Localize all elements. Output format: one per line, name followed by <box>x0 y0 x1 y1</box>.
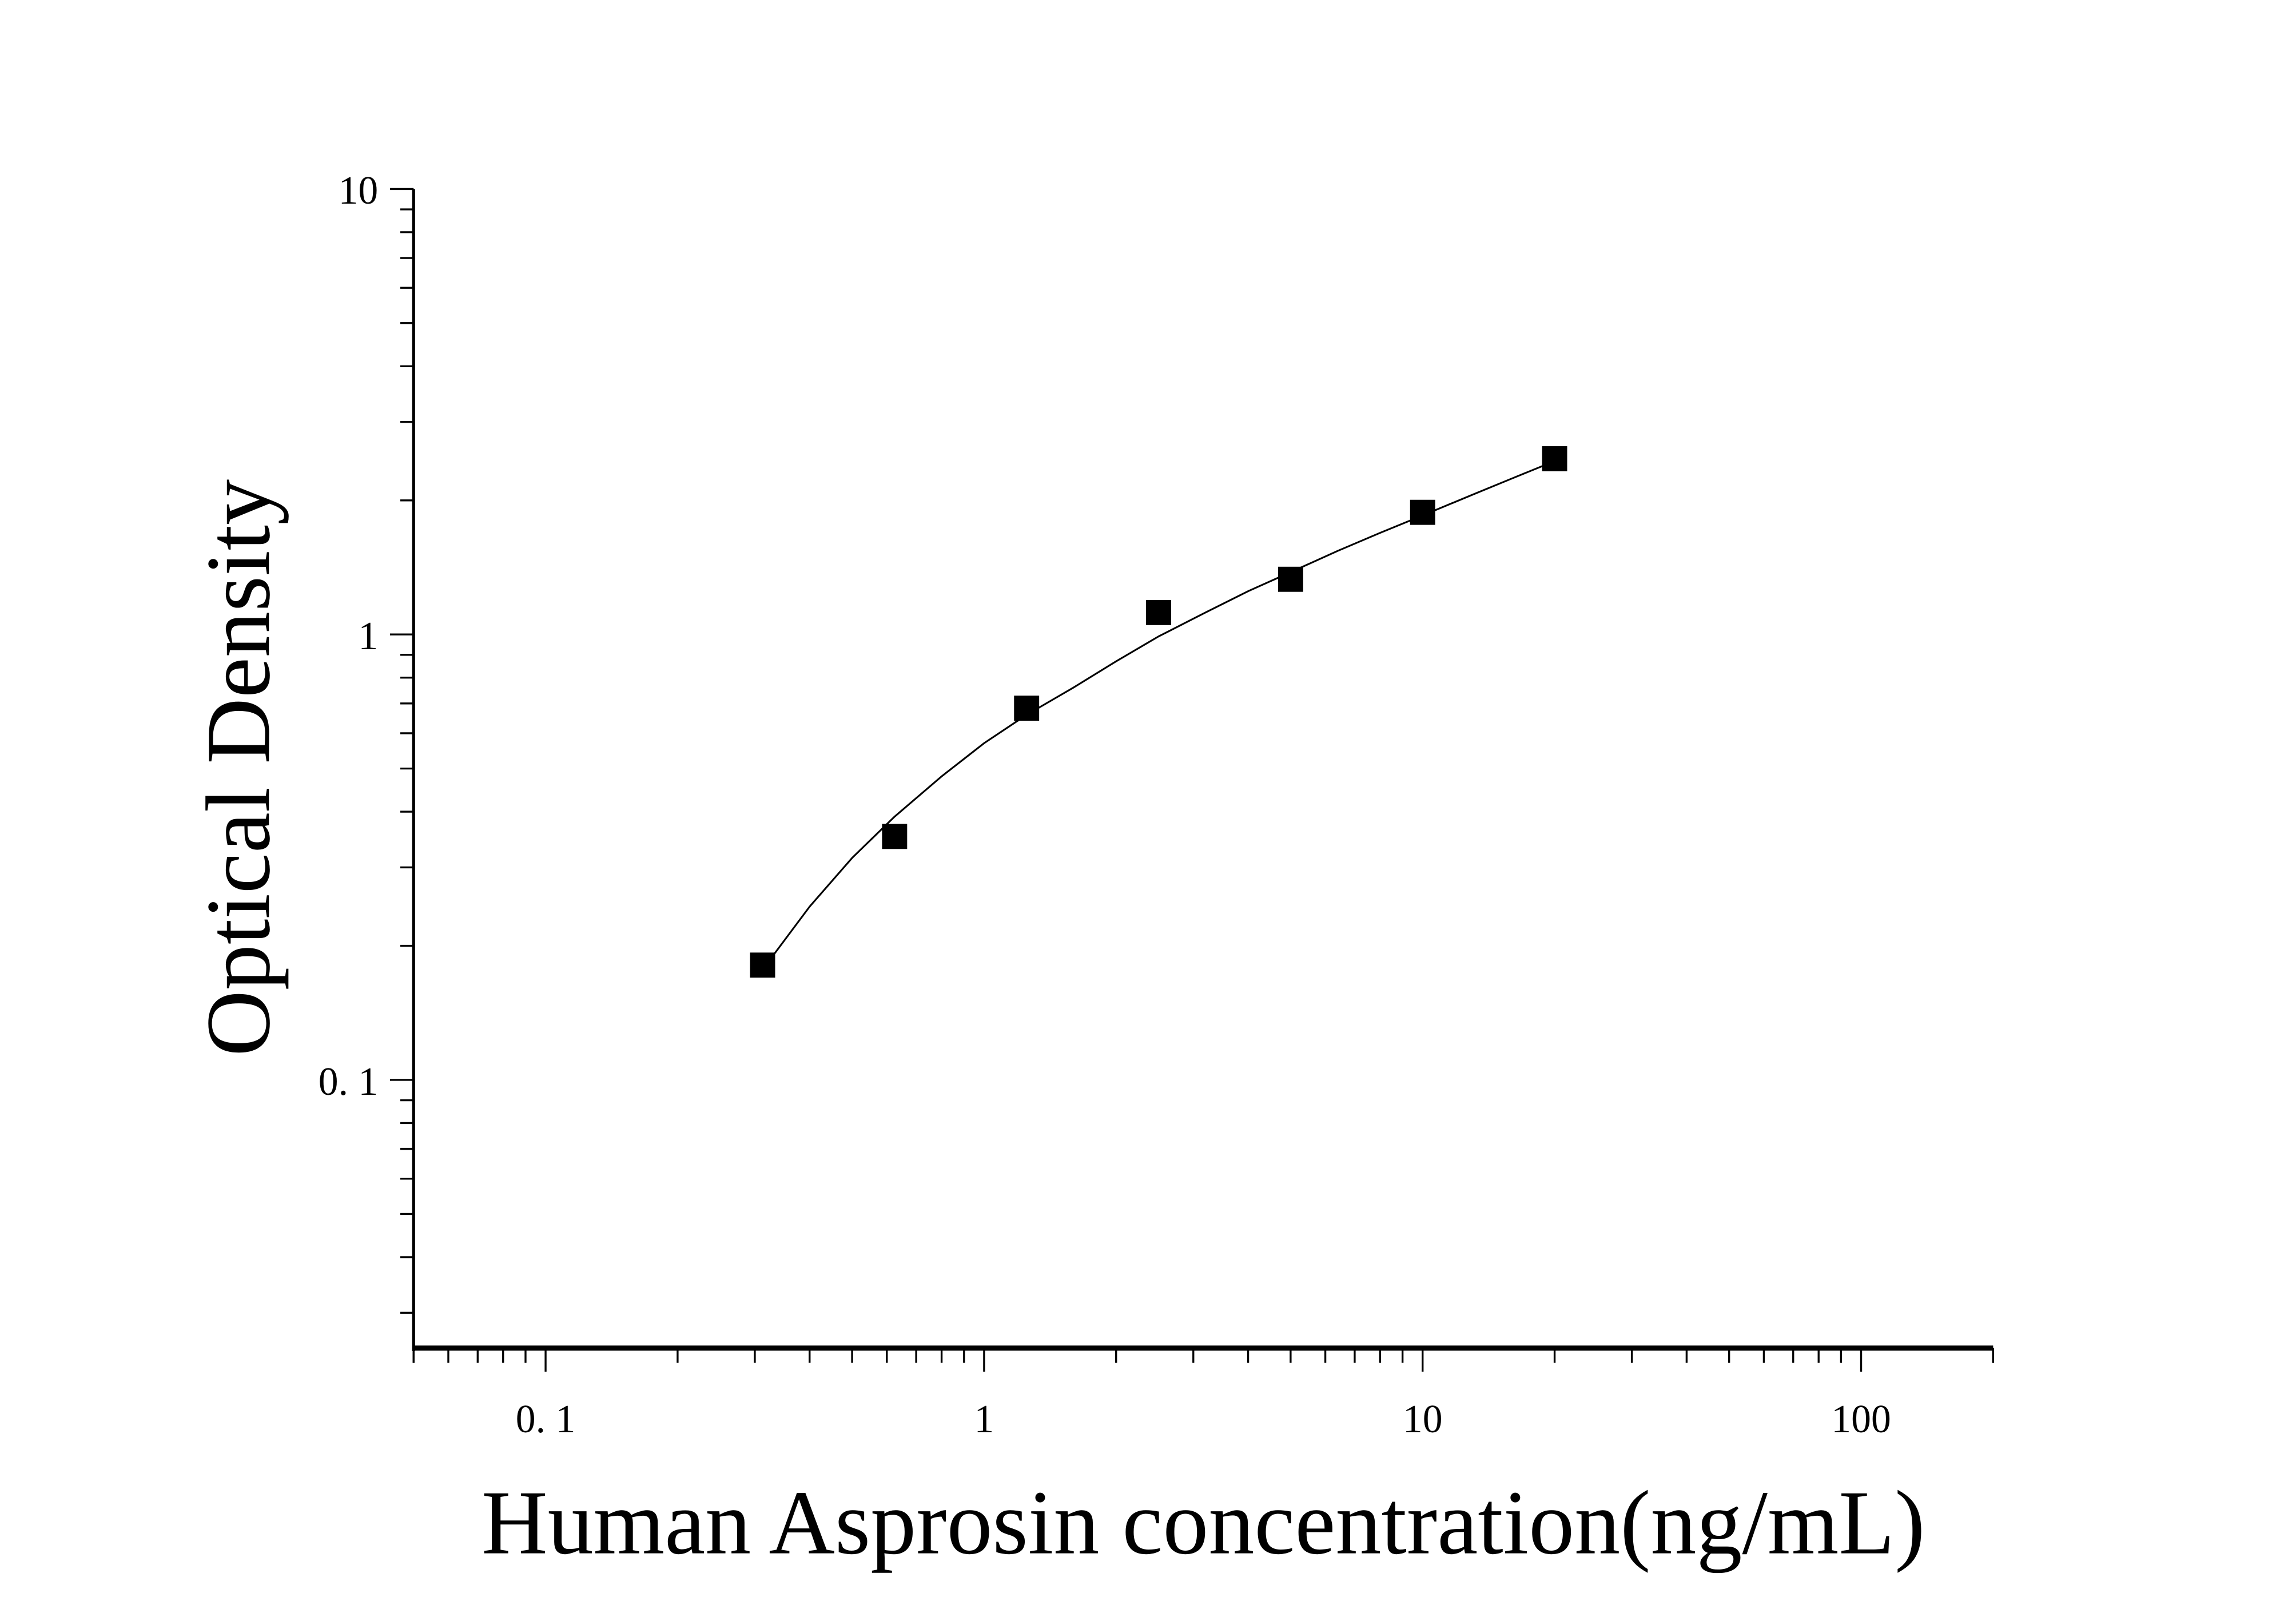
y-tick-label: 10 <box>339 169 379 213</box>
x-tick-label: 10 <box>1403 1397 1443 1441</box>
data-point <box>1014 696 1040 721</box>
fitted-curve-group <box>772 460 1555 956</box>
y-tick-label: 0. 1 <box>319 1060 379 1104</box>
data-point <box>1146 599 1171 625</box>
x-tick-label: 1 <box>974 1397 994 1441</box>
data-point <box>1542 446 1567 471</box>
axes <box>412 189 1993 1351</box>
fitted-curve <box>772 460 1555 956</box>
data-points-group <box>750 446 1567 978</box>
data-point <box>882 824 908 849</box>
data-point <box>1278 566 1303 592</box>
x-tick-label: 0. 1 <box>516 1397 576 1441</box>
x-tick-label: 100 <box>1831 1397 1891 1441</box>
y-tick-label: 1 <box>358 614 378 658</box>
tick-labels: 0. 1 1 10 100 0. 1 1 10 <box>319 169 1891 1441</box>
data-point <box>1410 499 1435 525</box>
data-point <box>750 952 775 978</box>
x-axis-label: Human Asprosin concentration(ng/mL) <box>482 1472 1925 1574</box>
y-axis-label: Optical Density <box>187 479 289 1056</box>
axis-ticks <box>389 188 1995 1372</box>
